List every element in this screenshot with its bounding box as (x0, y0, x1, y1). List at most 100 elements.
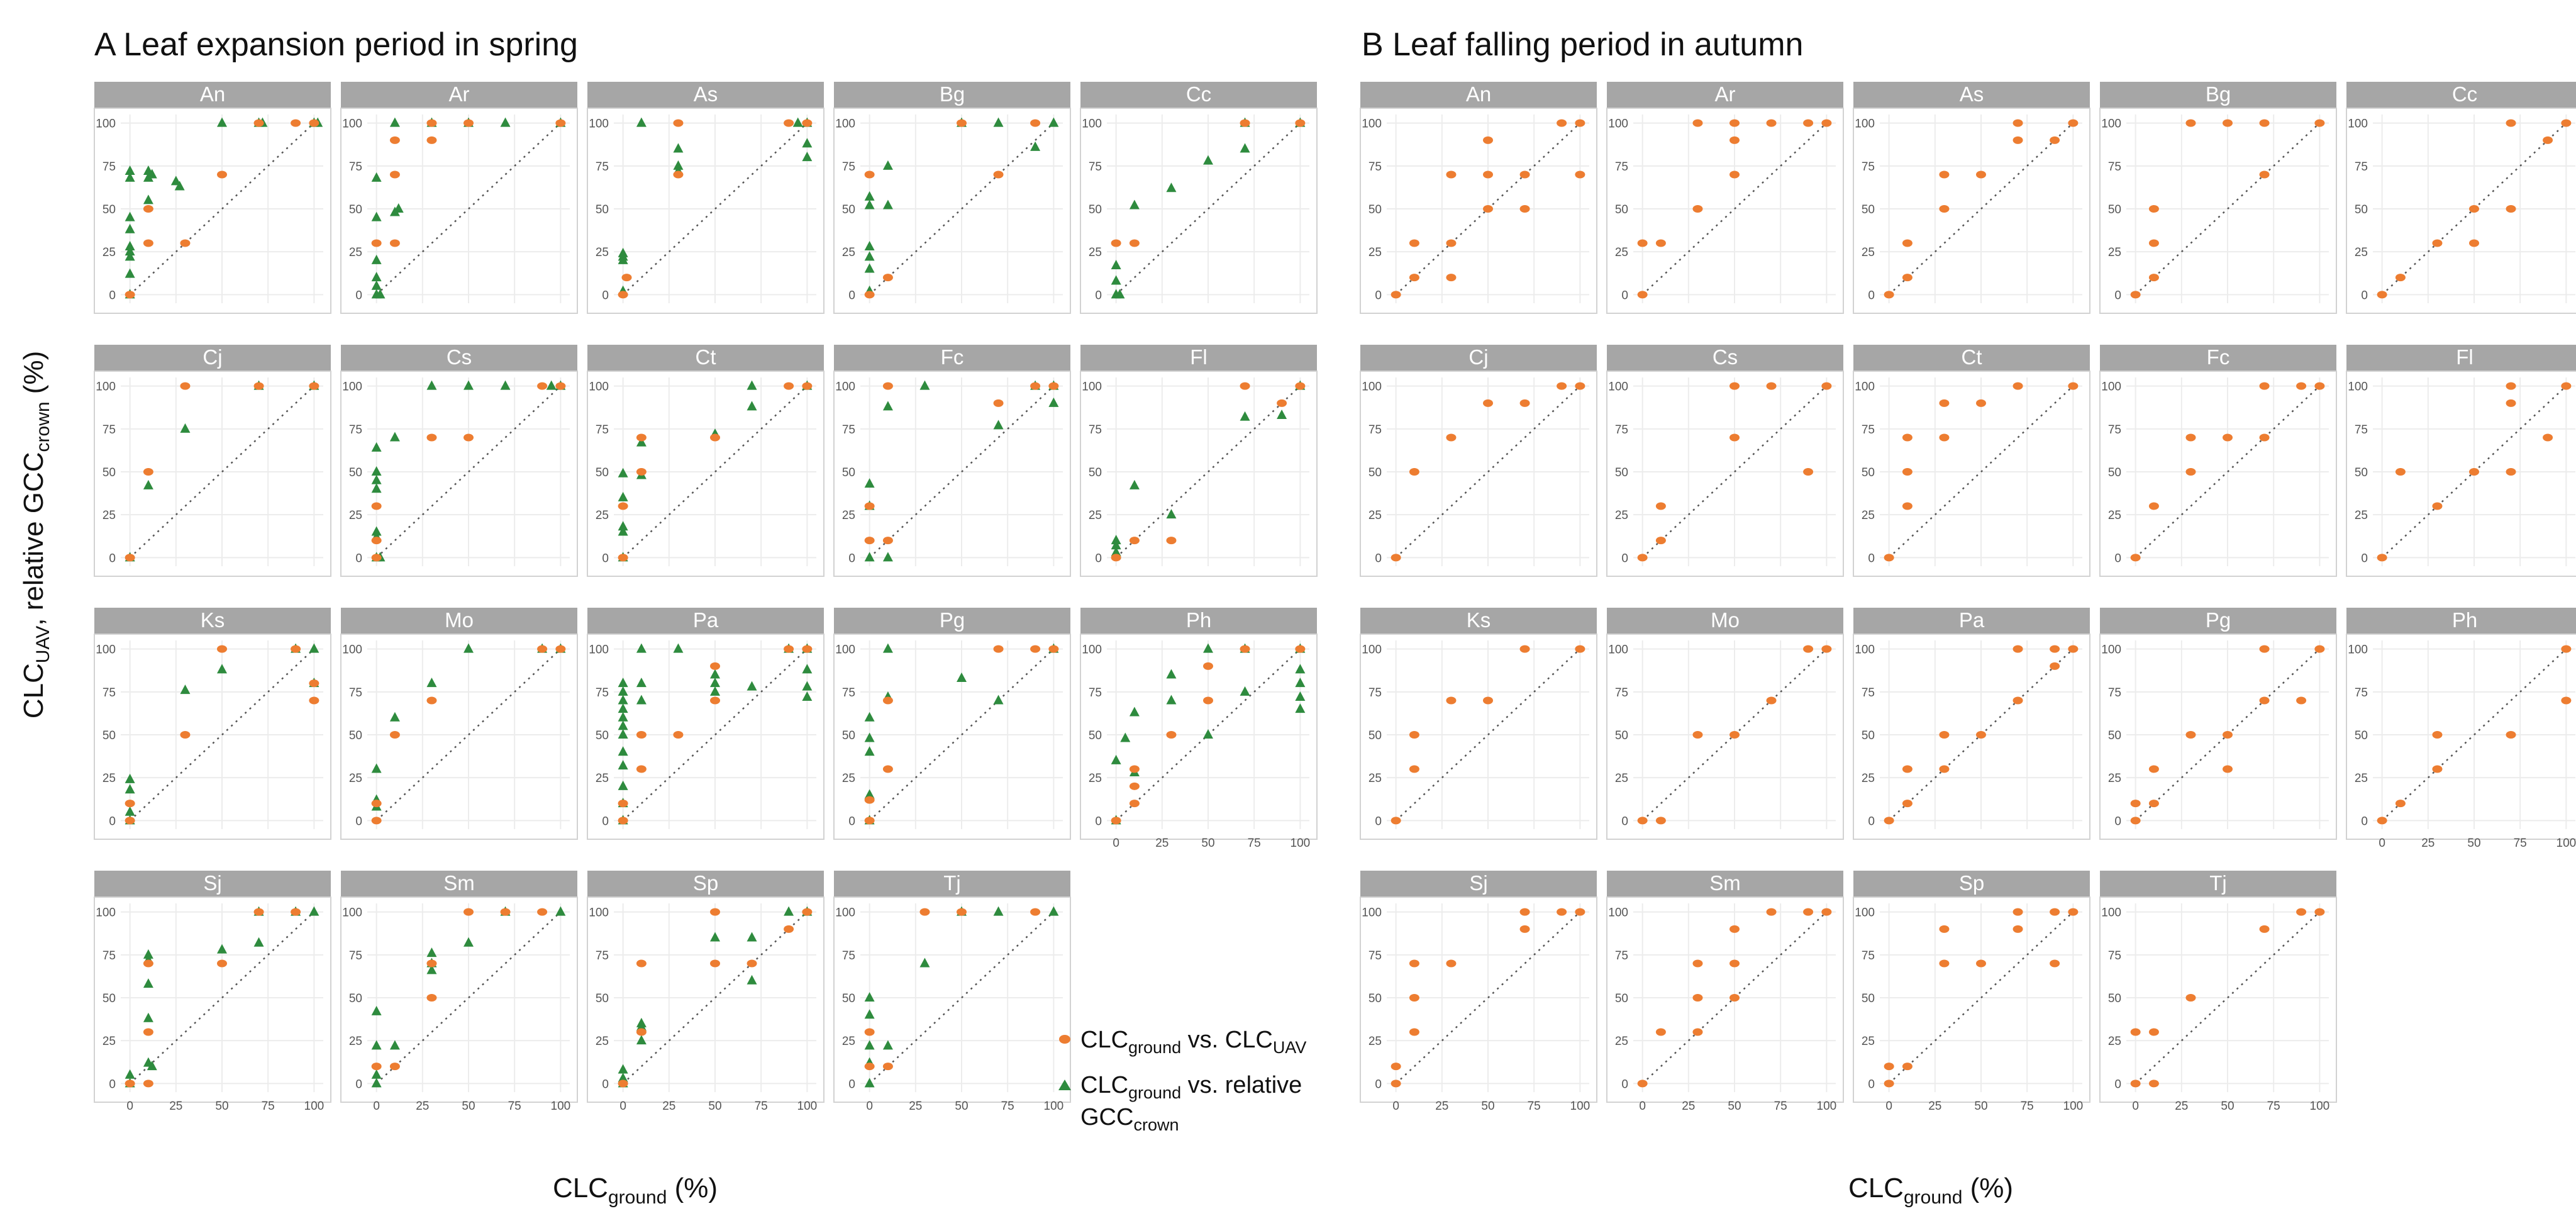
y-tick-label: 50 (596, 992, 609, 1005)
uav-point (2185, 468, 2196, 476)
facet-strip (834, 871, 1070, 897)
gcc-point (371, 272, 382, 282)
y-tick-label: 50 (1615, 203, 1628, 216)
y-tick-label: 100 (835, 381, 855, 394)
x-tick-label: 0 (1392, 1100, 1399, 1113)
uav-point (1483, 205, 1493, 213)
gcc-point (500, 380, 511, 390)
facet-strip (2100, 345, 2336, 371)
y-tick-label: 25 (842, 246, 855, 259)
y-tick-label: 100 (1362, 118, 1382, 131)
facet-strip (587, 345, 824, 371)
uav-point (2148, 1028, 2159, 1036)
uav-point (1729, 731, 1740, 739)
gcc-point (864, 712, 875, 722)
uav-point (864, 170, 875, 179)
one-to-one-line (622, 648, 808, 822)
y-tick-label: 25 (1615, 772, 1628, 785)
y-tick-label: 100 (589, 644, 609, 657)
uav-point (2185, 119, 2196, 127)
y-tick-label: 25 (2108, 1035, 2121, 1048)
facet-plot-area (1606, 634, 1844, 840)
uav-point (993, 170, 1004, 179)
y-tick-label: 75 (2108, 949, 2121, 963)
y-tick-label: 25 (349, 246, 362, 259)
uav-point (2432, 239, 2443, 247)
y-tick-label: 75 (103, 160, 116, 174)
uav-point (2561, 645, 2572, 653)
gcc-point (993, 906, 1004, 916)
uav-point (1803, 468, 1814, 476)
y-tick-label: 75 (1615, 686, 1628, 700)
panel-a-title: A Leaf expansion period in spring (94, 26, 578, 63)
uav-point (555, 645, 566, 653)
y-tick-label: 50 (1615, 466, 1628, 479)
gcc-point (1048, 397, 1059, 407)
gcc-point (143, 949, 153, 959)
uav-point (1048, 645, 1059, 653)
y-tick-label: 25 (1368, 509, 1382, 522)
x-label-part: CLC (553, 1173, 608, 1203)
gcc-point (1129, 706, 1140, 717)
y-tick-label: 0 (1095, 815, 1102, 828)
y-tick-label: 75 (349, 949, 362, 963)
uav-point (673, 170, 684, 179)
x-tick-label: 0 (619, 1100, 626, 1113)
facet-strip-label: Ph (2452, 608, 2477, 632)
gcc-point (125, 773, 135, 783)
y-tick-label: 100 (342, 381, 362, 394)
y-tick-label: 50 (1615, 729, 1628, 742)
facet-strip-label: Tj (2209, 871, 2227, 895)
uav-point (143, 1028, 153, 1036)
y-tick-label: 75 (596, 686, 609, 700)
facet-cj: Cj 0 25 50 75 100 (94, 345, 331, 577)
uav-point (1884, 1063, 1894, 1071)
uav-point (2148, 800, 2159, 808)
gcc-point (710, 678, 720, 688)
gcc-point (802, 664, 813, 674)
one-to-one-line (375, 648, 562, 822)
x-tick-label: 75 (508, 1100, 521, 1113)
facet-strip (1080, 345, 1317, 371)
gcc-point (618, 1073, 628, 1083)
y-tick-label: 50 (349, 729, 362, 742)
gcc-point (464, 643, 474, 653)
y-tick-label: 25 (2108, 772, 2121, 785)
y-tick-label: 100 (1608, 118, 1628, 131)
uav-point (1692, 731, 1703, 739)
uav-point (1519, 399, 1530, 407)
uav-point (2148, 1080, 2159, 1088)
gcc-point (618, 746, 628, 756)
legend-gcc-marker (1058, 1080, 1071, 1090)
y-tick-label: 0 (355, 815, 362, 828)
uav-point (1519, 205, 1530, 213)
y-tick-label: 50 (1368, 729, 1382, 742)
y-tick-label: 0 (1868, 552, 1875, 565)
facet-strip (94, 871, 331, 897)
x-tick-label: 100 (1570, 1100, 1591, 1113)
y-tick-label: 0 (2114, 1078, 2121, 1091)
legend-part: vs. CLC (1181, 1027, 1273, 1053)
gcc-point (125, 223, 135, 233)
y-tick-label: 50 (2108, 466, 2121, 479)
uav-point (1446, 170, 1457, 179)
uav-point (389, 170, 400, 179)
uav-point (919, 908, 930, 916)
x-tick-label: 50 (1728, 1100, 1741, 1113)
uav-point (537, 908, 548, 916)
uav-point (1692, 205, 1703, 213)
gcc-point (389, 432, 400, 442)
uav-point (1166, 537, 1177, 545)
uav-point (180, 731, 191, 739)
y-tick-label: 75 (842, 686, 855, 700)
y-tick-label: 100 (2101, 907, 2121, 920)
uav-point (125, 291, 135, 299)
uav-point (1766, 908, 1777, 916)
gcc-point (864, 478, 875, 488)
gcc-point (1048, 906, 1059, 916)
gcc-point (864, 1078, 875, 1088)
y-tick-label: 100 (2101, 644, 2121, 657)
uav-point (2561, 382, 2572, 390)
uav-point (864, 817, 875, 825)
uav-point (2395, 468, 2406, 476)
